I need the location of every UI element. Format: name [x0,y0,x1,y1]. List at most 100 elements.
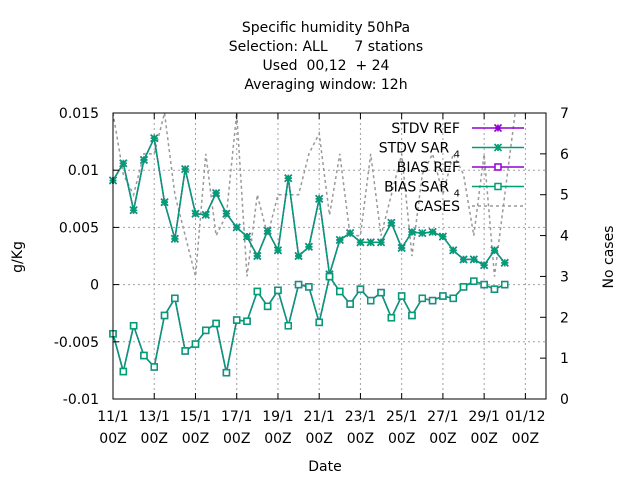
data-point-stdv-sar4 [480,261,489,270]
data-point-stdv-sar4 [253,251,262,261]
x-tick-label: 19/1 [262,409,293,425]
series-bias-sar4 [109,272,509,377]
data-point-stdv-sar4 [397,243,406,253]
data-point-stdv-sar4 [191,209,200,218]
data-point-stdv-sar4 [387,218,396,227]
data-point-stdv-sar4 [449,246,458,255]
data-point-bias-sar4 [191,340,200,348]
data-point-stdv-sar4 [284,174,293,183]
data-point-bias-sar4 [202,326,210,335]
x-tick-label-hour: 00Z [182,431,209,447]
data-point-stdv-sar4 [469,255,478,264]
data-point-bias-sar4 [171,294,179,303]
legend-marker [494,163,502,171]
data-point-bias-sar4 [501,280,509,289]
data-point-bias-sar4 [181,347,189,355]
data-point-bias-sar4 [263,302,272,311]
data-point-bias-sar4 [284,322,293,330]
y2-tick-label: 4 [560,229,569,245]
data-point-stdv-sar4 [201,210,210,219]
data-point-bias-sar4 [480,280,488,289]
y2-axis-label: No cases [601,226,617,289]
y-tick-label: 0 [90,278,99,294]
legend-label: STDV REF [391,121,460,137]
data-point-stdv-sar4 [407,227,417,237]
data-point-stdv-sar4 [294,251,303,261]
data-point-stdv-sar4 [366,238,375,247]
data-point-bias-sar4 [274,286,282,295]
data-point-bias-sar4 [356,285,365,293]
data-point-bias-sar4 [243,317,251,325]
series-line-bias-sar4 [113,274,506,373]
title-line-4: Averaging window: 12h [244,77,407,93]
x-tick-label: 15/1 [180,409,211,425]
data-point-stdv-sar4 [242,232,252,241]
data-point-stdv-sar4 [129,206,138,215]
series-line-cases [113,113,516,277]
legend-label: CASES [414,199,460,215]
data-point-bias-sar4 [439,292,447,300]
plot-frame [112,112,547,400]
x-tick-label: 29/1 [468,409,499,425]
y2-tick-label: 5 [560,188,569,204]
x-tick-label: 13/1 [139,409,170,425]
data-point-bias-sar4 [470,277,478,285]
data-point-stdv-sar4 [346,229,355,238]
y-tick-label: -0.005 [54,335,99,351]
data-point-stdv-sar4 [459,255,468,264]
data-point-stdv-sar4 [232,223,241,232]
chart-title: Specific humidity 50hPa Selection: ALL 7… [229,20,423,93]
ticks: -0.01 -0.005 0 0.005 0.01 0.015 0 1 2 3 4 5 6 7 11/1 00… [54,106,569,447]
y2-tick-label: 6 [560,147,569,163]
x-tick-label-hour: 00Z [388,431,415,447]
y2-tick-label: 0 [560,392,569,408]
data-point-bias-sar4 [418,294,427,303]
data-point-bias-sar4 [397,292,406,300]
data-point-stdv-sar4 [335,235,344,245]
x-tick-label-hour: 00Z [429,431,456,447]
y-tick-label: -0.01 [63,392,99,408]
y2-tick-label: 2 [560,310,569,326]
x-axis-label: Date [308,459,341,475]
x-tick-label-hour: 00Z [264,431,291,447]
data-point-bias-sar4 [449,294,457,303]
legend-label-subscript: 4 [454,189,460,200]
data-point-bias-sar4 [459,283,468,291]
legend-label: STDV SAR 4 [379,141,460,161]
data-point-stdv-sar4 [263,226,272,235]
legend-label: BIAS SAR 4 [384,180,460,200]
data-point-stdv-sar4 [181,164,190,174]
data-point-bias-sar4 [222,368,231,377]
data-point-stdv-sar4 [139,155,148,164]
y-tick-label: 0.015 [59,106,99,122]
cases-layer [113,113,516,277]
legend-marker [493,143,503,152]
data-point-bias-sar4 [408,311,416,320]
legend-label-subscript: 4 [454,150,460,161]
legend-label: BIAS REF [397,160,460,176]
data-point-stdv-sar4 [304,242,313,251]
legend-item: BIAS SAR 4 [384,180,524,200]
data-point-stdv-sar4 [500,258,509,267]
x-tick-label-hour: 00Z [305,431,332,447]
x-tick-label-hour: 00Z [470,431,497,447]
data-point-bias-sar4 [490,285,499,293]
data-point-bias-sar4 [305,283,313,291]
x-tick-label: 27/1 [427,409,458,425]
data-point-bias-sar4 [140,351,148,360]
x-tick-label-hour: 00Z [347,431,374,447]
data-point-stdv-sar4 [315,194,324,203]
x-tick-label-hour: 00Z [512,431,539,447]
data-point-bias-sar4 [377,288,385,297]
legend-item: STDV SAR 4 [379,141,524,161]
y-tick-label: 0.01 [68,163,99,179]
data-point-bias-sar4 [150,363,158,371]
title-line-3: Used 00,12 + 24 [263,58,390,74]
title-line-1: Specific humidity 50hPa [242,20,410,36]
data-point-bias-sar4 [428,296,437,305]
data-point-stdv-sar4 [438,232,447,241]
data-point-bias-sar4 [232,316,241,324]
data-point-bias-sar4 [315,318,323,327]
data-point-bias-sar4 [325,272,334,281]
